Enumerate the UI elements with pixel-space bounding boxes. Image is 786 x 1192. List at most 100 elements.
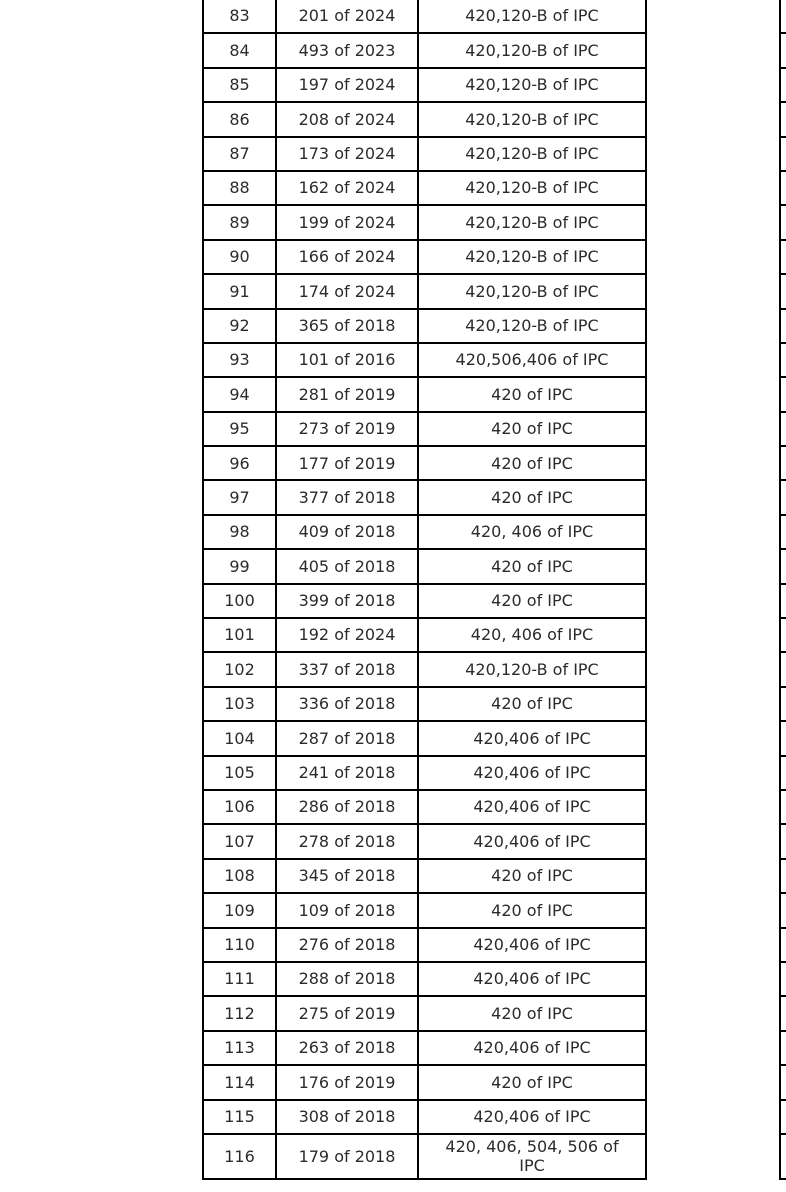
- fragment-row: [779, 995, 786, 1032]
- serial-no-cell: 96: [202, 445, 277, 482]
- fragment-cell: [779, 788, 786, 826]
- case-no-cell: 273 of 2019: [275, 410, 419, 448]
- case-no-cell: 162 of 2024: [275, 169, 419, 207]
- fragment-cell: [779, 582, 786, 620]
- fragment-row: [779, 0, 786, 35]
- serial-no-cell: 91: [202, 273, 277, 310]
- case-no-cell: 174 of 2024: [275, 273, 419, 310]
- sections-cell: 420,120-B of IPC: [417, 135, 647, 172]
- fragment-cell: [779, 410, 786, 448]
- table-row: 112 275 of 2019 420 of IPC: [202, 995, 647, 1032]
- case-no-cell: 336 of 2018: [275, 685, 419, 723]
- serial-no-cell: 105: [202, 754, 277, 791]
- serial-no-cell: 111: [202, 960, 277, 998]
- sections-cell: 420,506,406 of IPC: [417, 341, 647, 379]
- table-row: 108 345 of 2018 420 of IPC: [202, 857, 647, 895]
- case-no-cell: 405 of 2018: [275, 548, 419, 585]
- sections-cell: 420,120-B of IPC: [417, 307, 647, 344]
- table-row: 106 286 of 2018 420,406 of IPC: [202, 788, 647, 826]
- fragment-cell: [779, 823, 786, 860]
- fragment-row: [779, 823, 786, 860]
- sections-cell: 420 of IPC: [417, 857, 647, 895]
- sections-cell: 420,406 of IPC: [417, 926, 647, 963]
- sections-cell: 420, 406 of IPC: [417, 513, 647, 551]
- sections-cell: 420,120-B of IPC: [417, 101, 647, 138]
- table-row: 89 199 of 2024 420,120-B of IPC: [202, 204, 647, 241]
- table-row: 107 278 of 2018 420,406 of IPC: [202, 823, 647, 860]
- table-row: 103 336 of 2018 420 of IPC: [202, 685, 647, 723]
- sections-cell: 420, 406 of IPC: [417, 617, 647, 654]
- serial-no-cell: 116: [202, 1132, 277, 1180]
- table-row: 97 377 of 2018 420 of IPC: [202, 479, 647, 516]
- fragment-cell: [779, 1132, 786, 1180]
- table-row: 109 109 of 2018 420 of IPC: [202, 892, 647, 929]
- table-row: 96 177 of 2019 420 of IPC: [202, 445, 647, 482]
- sections-cell: 420 of IPC: [417, 376, 647, 413]
- fragment-row: [779, 204, 786, 241]
- sections-cell: 420 of IPC: [417, 995, 647, 1032]
- fragment-row: [779, 960, 786, 998]
- serial-no-cell: 87: [202, 135, 277, 172]
- table-row: 94 281 of 2019 420 of IPC: [202, 376, 647, 413]
- fragment-cell: [779, 135, 786, 172]
- serial-no-cell: 102: [202, 651, 277, 688]
- serial-no-cell: 98: [202, 513, 277, 551]
- serial-no-cell: 89: [202, 204, 277, 241]
- fragment-cell: [779, 960, 786, 998]
- table-row: 90 166 of 2024 420,120-B of IPC: [202, 238, 647, 276]
- fragment-cell: [779, 857, 786, 895]
- sections-cell: 420 of IPC: [417, 548, 647, 585]
- sections-cell: 420 of IPC: [417, 582, 647, 620]
- case-no-cell: 199 of 2024: [275, 204, 419, 241]
- table-row: 92 365 of 2018 420,120-B of IPC: [202, 307, 647, 344]
- fragment-row: [779, 238, 786, 276]
- fragment-cell: [779, 685, 786, 723]
- serial-no-cell: 113: [202, 1029, 277, 1067]
- fragment-row: [779, 617, 786, 654]
- fragment-cell: [779, 651, 786, 688]
- fragment-row: [779, 410, 786, 448]
- fragment-row: [779, 341, 786, 379]
- fragment-row: [779, 1029, 786, 1067]
- fragment-row: [779, 32, 786, 69]
- fragment-row: [779, 788, 786, 826]
- fragment-cell: [779, 926, 786, 963]
- fragment-row: [779, 926, 786, 963]
- fragment-cell: [779, 1064, 786, 1101]
- table-row: 87 173 of 2024 420,120-B of IPC: [202, 135, 647, 172]
- serial-no-cell: 84: [202, 32, 277, 69]
- sections-cell: 420,120-B of IPC: [417, 0, 647, 35]
- sections-cell: 420 of IPC: [417, 892, 647, 929]
- serial-no-cell: 92: [202, 307, 277, 344]
- fragment-cell: [779, 720, 786, 757]
- fragment-cell: [779, 617, 786, 654]
- case-no-cell: 286 of 2018: [275, 788, 419, 826]
- fragment-cell: [779, 307, 786, 344]
- sections-cell: 420 of IPC: [417, 479, 647, 516]
- table-row: 101 192 of 2024 420, 406 of IPC: [202, 617, 647, 654]
- fragment-cell: [779, 66, 786, 104]
- sections-cell: 420 of IPC: [417, 445, 647, 482]
- sections-cell: 420 of IPC: [417, 1064, 647, 1101]
- sections-cell: 420,120-B of IPC: [417, 169, 647, 207]
- case-no-cell: 192 of 2024: [275, 617, 419, 654]
- fragment-cell: [779, 169, 786, 207]
- serial-no-cell: 107: [202, 823, 277, 860]
- fragment-cell: [779, 995, 786, 1032]
- case-no-cell: 166 of 2024: [275, 238, 419, 276]
- serial-no-cell: 88: [202, 169, 277, 207]
- fragment-row: [779, 651, 786, 688]
- table-row: 114 176 of 2019 420 of IPC: [202, 1064, 647, 1101]
- fragment-row: [779, 1098, 786, 1135]
- serial-no-cell: 108: [202, 857, 277, 895]
- sections-cell: 420 of IPC: [417, 685, 647, 723]
- serial-no-cell: 101: [202, 617, 277, 654]
- case-no-cell: 173 of 2024: [275, 135, 419, 172]
- case-no-cell: 399 of 2018: [275, 582, 419, 620]
- table-row: 95 273 of 2019 420 of IPC: [202, 410, 647, 448]
- serial-no-cell: 95: [202, 410, 277, 448]
- fragment-row: [779, 1064, 786, 1101]
- serial-no-cell: 97: [202, 479, 277, 516]
- serial-no-cell: 115: [202, 1098, 277, 1135]
- serial-no-cell: 90: [202, 238, 277, 276]
